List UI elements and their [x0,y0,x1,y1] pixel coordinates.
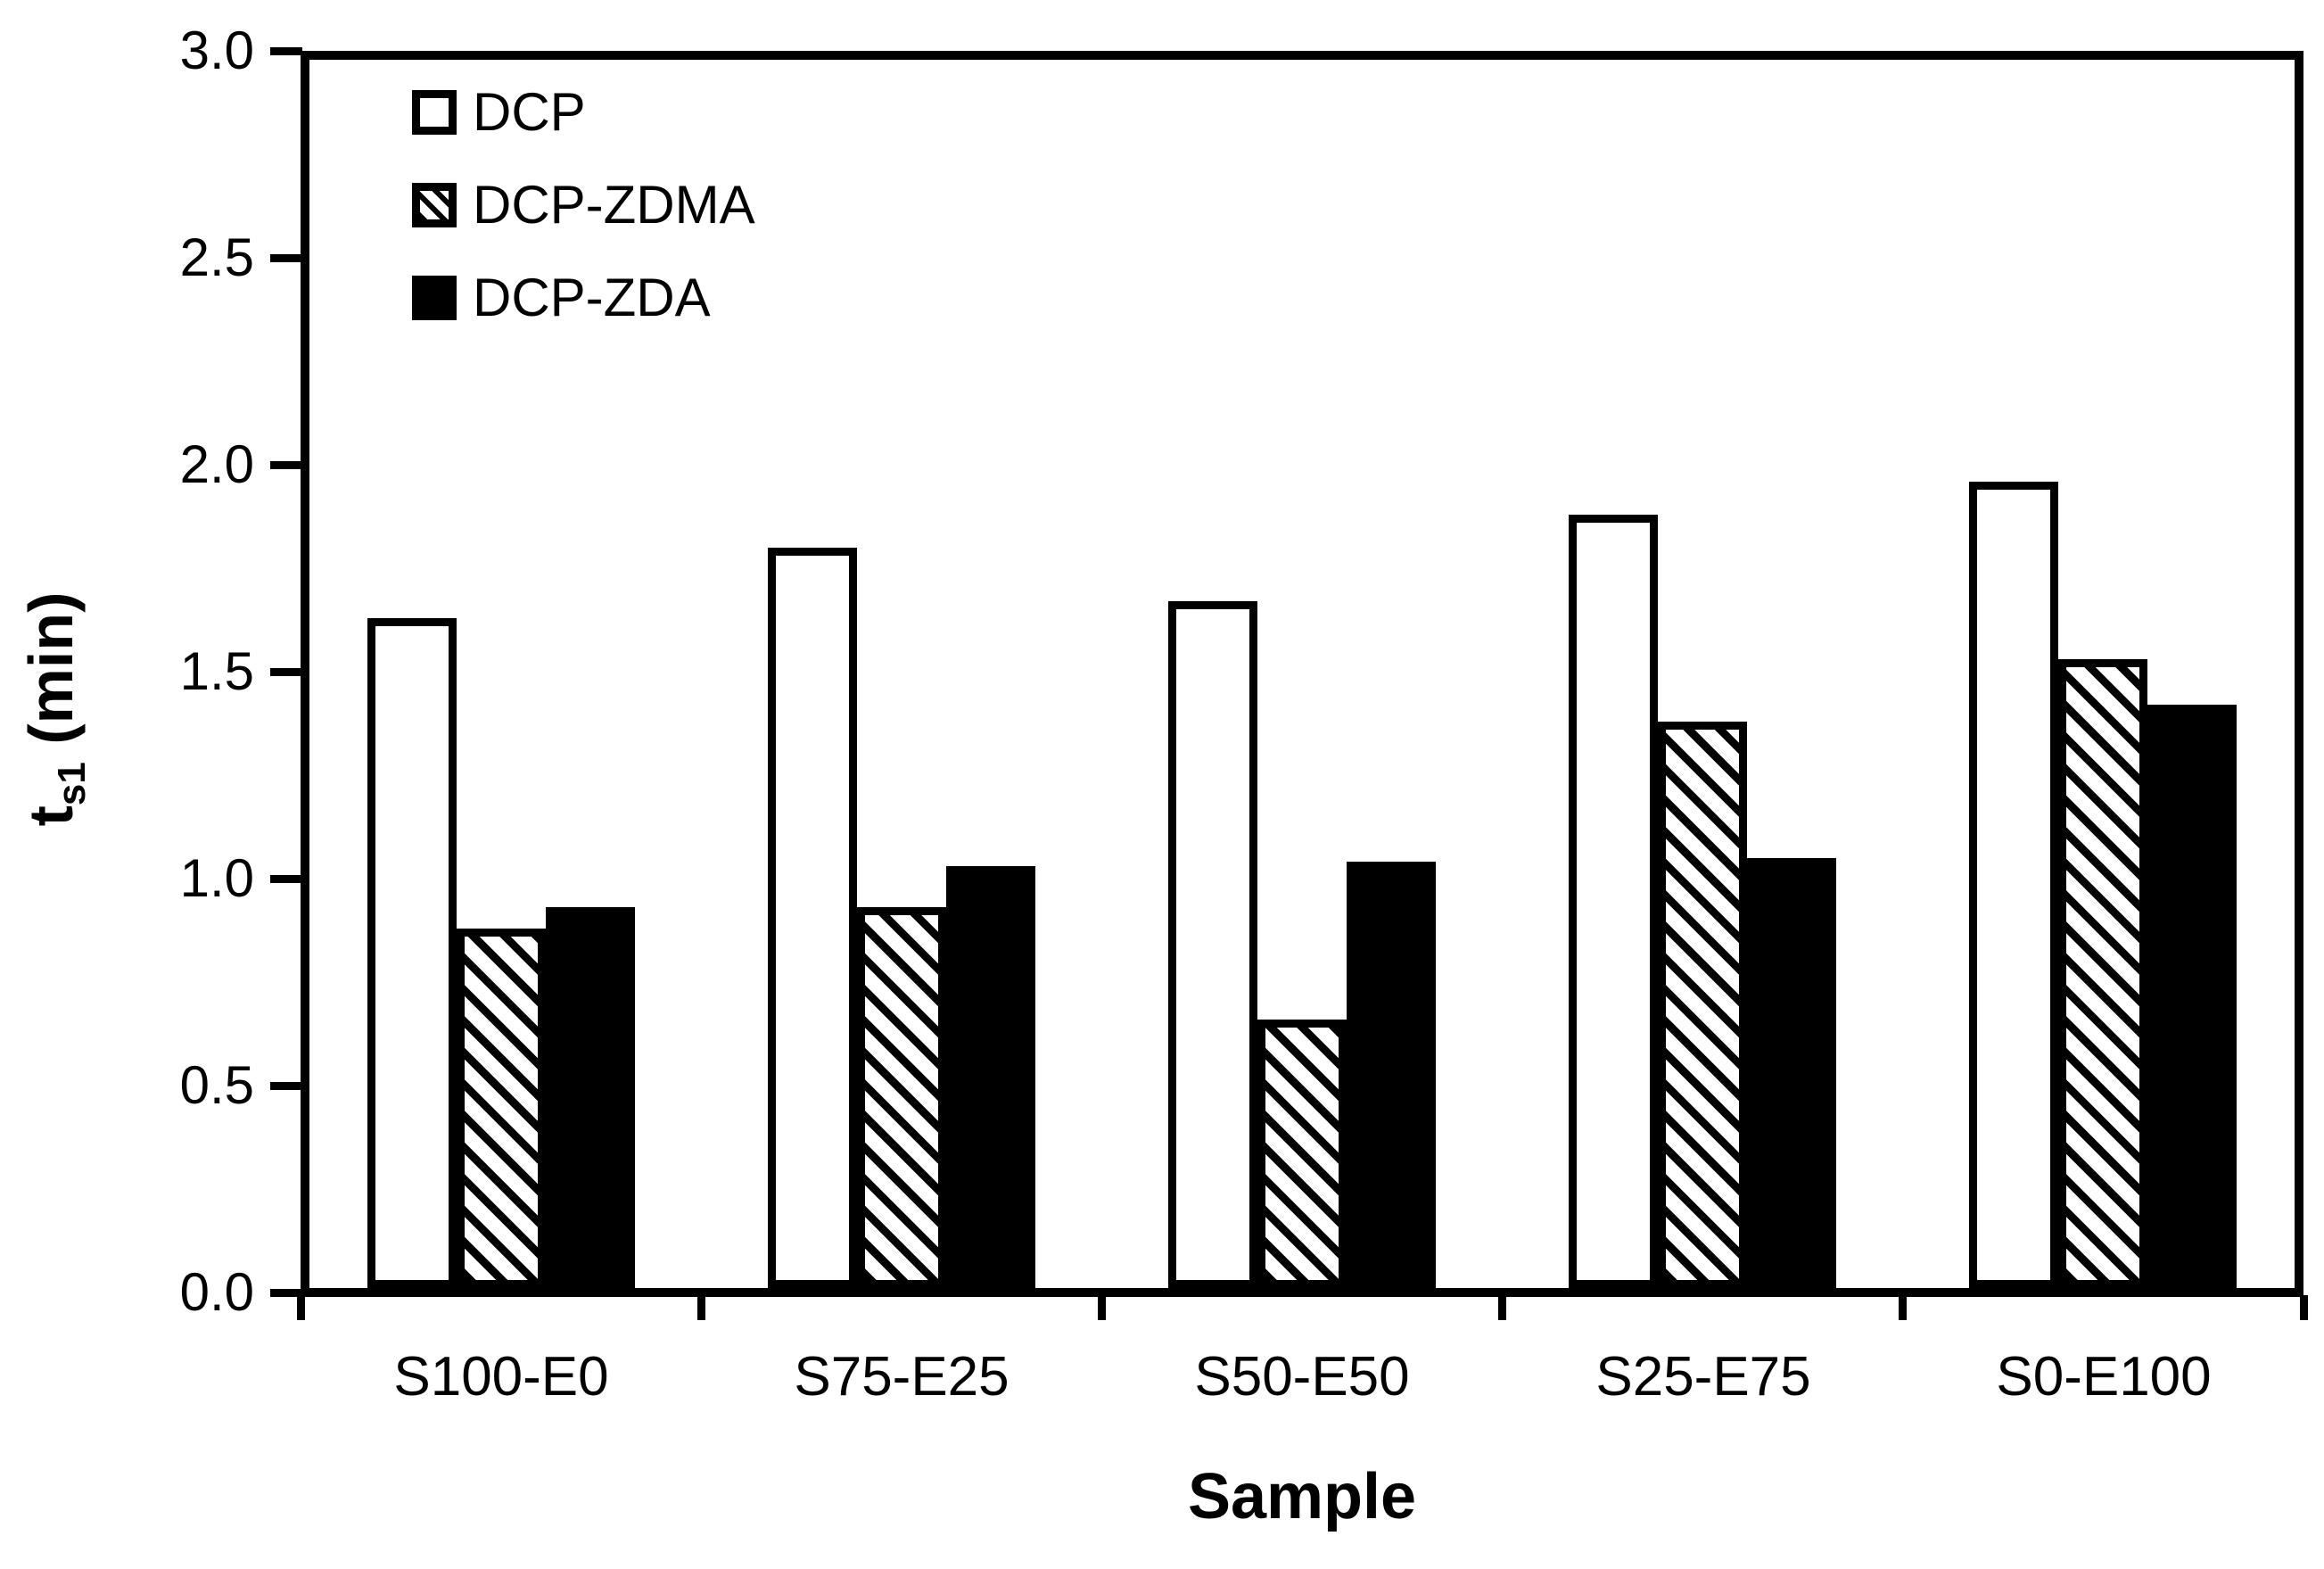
legend-marker-white-square-icon [412,90,457,135]
bar-DCP-S25-E75 [1569,515,1658,1288]
y-axis-tick [270,1289,302,1297]
x-axis-title: Sample [1187,1461,1417,1532]
bar-DCP-S100-E0 [367,618,457,1288]
y-axis-tick-label: 2.5 [179,227,254,287]
bar-DCP-ZDA-S75-E25 [946,866,1035,1288]
x-axis-tick [1899,1295,1907,1320]
y-axis-tick [270,668,302,676]
legend: DCP DCP-ZDMA DCP-ZDA [412,86,755,364]
bar-DCP-ZDMA-S25-E75 [1658,722,1747,1288]
bar-DCP-ZDA-S50-E50 [1347,862,1436,1288]
bar-DCP-S75-E25 [768,548,857,1288]
y-axis-tick [270,461,302,469]
legend-item-dcp: DCP [412,86,755,139]
y-axis-symbol: t [16,805,86,827]
y-axis-tick [270,875,302,883]
y-axis-tick [270,47,302,55]
legend-label: DCP-ZDMA [473,175,755,235]
bar-DCP-ZDA-S0-E100 [2147,705,2237,1288]
bar-DCP-S0-E100 [1969,482,2058,1288]
y-axis-tick [270,1082,302,1090]
y-axis-tick [270,254,302,262]
bar-DCP-ZDMA-S50-E50 [1257,1020,1347,1288]
legend-item-dcp-zda: DCP-ZDA [412,271,755,325]
legend-label: DCP [473,82,586,142]
x-category-label: S25-E75 [1595,1346,1811,1408]
bar-DCP-S50-E50 [1168,601,1257,1288]
legend-label: DCP-ZDA [473,268,711,327]
y-axis-tick-label: 0.0 [179,1262,254,1322]
x-axis-tick [297,1295,305,1320]
x-axis-tick [1098,1295,1106,1320]
x-category-label: S50-E50 [1194,1346,1410,1408]
y-axis-tick-label: 0.5 [179,1055,254,1115]
y-axis-tick-label: 1.0 [179,848,254,908]
bar-DCP-ZDA-S25-E75 [1747,858,1836,1288]
bar-DCP-ZDMA-S75-E25 [857,907,946,1288]
x-category-label: S75-E25 [794,1346,1010,1408]
y-axis-subscript: s1 [50,762,94,806]
x-axis-tick [2300,1295,2308,1320]
bar-DCP-ZDMA-S0-E100 [2058,659,2147,1288]
y-axis-title: ts1 (min) [16,592,94,827]
y-axis-tick-label: 2.0 [179,434,254,494]
y-axis-tick-label: 1.5 [179,641,254,701]
y-axis-tick-label: 3.0 [179,21,254,80]
x-category-label: S100-E0 [393,1346,609,1408]
legend-item-dcp-zdma: DCP-ZDMA [412,178,755,232]
x-axis-tick [1498,1295,1506,1320]
legend-marker-hatched-square-icon [412,183,457,227]
bar-DCP-ZDMA-S100-E0 [457,929,546,1288]
x-category-label: S0-E100 [1996,1346,2212,1408]
x-axis-tick [697,1295,705,1320]
legend-marker-black-square-icon [412,276,457,320]
bar-DCP-ZDA-S100-E0 [546,907,635,1288]
